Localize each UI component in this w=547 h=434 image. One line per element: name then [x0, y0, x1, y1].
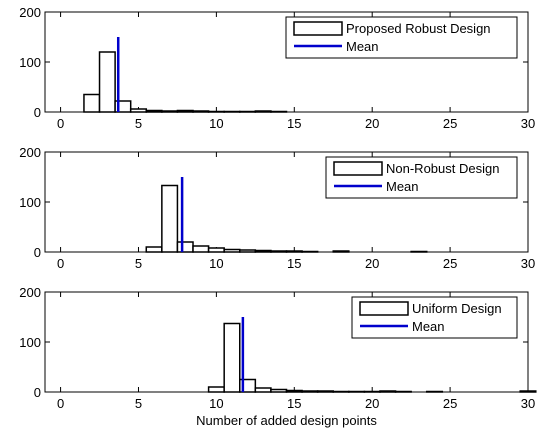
legend-bar-swatch — [333, 161, 383, 176]
x-tick-label: 10 — [209, 396, 223, 411]
x-tick-label: 0 — [57, 256, 64, 271]
legend: Proposed Robust Design Mean — [285, 16, 518, 59]
histogram-bar — [254, 110, 272, 113]
histogram-bar — [270, 250, 288, 253]
x-axis-label: Number of added design points — [196, 413, 377, 428]
histogram-bar — [161, 110, 179, 113]
x-tick-label: 20 — [365, 256, 379, 271]
x-tick-label: 15 — [287, 116, 301, 131]
histogram-bar — [223, 110, 241, 113]
legend-label: Non-Robust Design — [386, 161, 499, 176]
legend-label: Uniform Design — [412, 301, 502, 316]
histogram-bar — [161, 184, 179, 253]
histogram-bar — [239, 110, 257, 113]
histogram-bar — [316, 390, 334, 393]
x-tick-label: 30 — [521, 396, 535, 411]
x-tick-label: 15 — [287, 256, 301, 271]
histogram-bar — [301, 390, 319, 393]
histogram-bar — [425, 390, 444, 393]
histogram-bar — [176, 109, 194, 113]
x-tick-label: 20 — [365, 396, 379, 411]
subplot-3: 0 5 10 15 20 25 30 0 100 200 Uniform Design Mean Num… — [19, 285, 537, 428]
legend-bar-swatch — [293, 21, 343, 36]
x-tick-label: 15 — [287, 396, 301, 411]
histogram-bar — [223, 248, 241, 253]
y-tick-label: 100 — [19, 195, 41, 210]
histogram-bar — [379, 390, 397, 393]
x-tick-label: 25 — [443, 256, 457, 271]
y-tick-label: 200 — [19, 145, 41, 160]
y-tick-label: 200 — [19, 285, 41, 300]
histogram-bar — [129, 108, 148, 113]
histogram-bar — [145, 109, 163, 113]
legend: Non-Robust Design Mean — [325, 156, 518, 199]
y-tick-label: 100 — [19, 335, 41, 350]
histogram-bar — [285, 389, 303, 393]
legend-label: Mean — [412, 319, 445, 334]
x-tick-label: 5 — [135, 256, 142, 271]
histogram-bar — [394, 390, 412, 393]
histogram-bar — [301, 250, 319, 253]
histogram-bar — [285, 250, 303, 253]
histogram-bar — [192, 110, 210, 113]
subplot-1: 0 5 10 15 20 25 30 0 100 200 Proposed Robust Desig… — [19, 5, 535, 131]
y-tick-label: 100 — [19, 55, 41, 70]
legend: Uniform Design Mean — [351, 296, 518, 339]
histogram-bar — [192, 245, 210, 253]
x-tick-label: 30 — [521, 256, 535, 271]
histogram-bar — [270, 388, 288, 393]
histogram-bar — [223, 322, 241, 393]
histogram-bar — [363, 390, 381, 393]
legend-label: Mean — [386, 179, 419, 194]
x-tick-label: 0 — [57, 116, 64, 131]
x-tick-label: 25 — [443, 396, 457, 411]
legend-bar-swatch — [359, 301, 409, 316]
x-tick-label: 0 — [57, 396, 64, 411]
histogram-bar — [270, 110, 288, 113]
y-tick-label: 0 — [34, 245, 41, 260]
histogram-bar — [114, 100, 132, 113]
x-tick-label: 30 — [521, 116, 535, 131]
legend-label: Mean — [346, 39, 379, 54]
histogram-bar — [83, 93, 101, 113]
histogram-bar — [176, 241, 194, 253]
y-tick-label: 200 — [19, 5, 41, 20]
x-tick-label: 10 — [209, 116, 223, 131]
histogram-bar — [207, 386, 225, 393]
y-tick-label: 0 — [34, 105, 41, 120]
histogram-bar — [332, 390, 350, 393]
x-tick-label: 20 — [365, 116, 379, 131]
histogram-bar — [348, 390, 366, 393]
histogram-bar — [145, 246, 163, 253]
x-tick-label: 5 — [135, 396, 142, 411]
x-tick-label: 25 — [443, 116, 457, 131]
histogram-bar — [207, 110, 225, 113]
subplot-2: 0 5 10 15 20 25 30 0 100 200 Non-Robust Design Mean — [19, 145, 535, 271]
histogram-bar — [254, 387, 272, 393]
histogram-bar — [254, 249, 272, 253]
histogram-bar — [207, 247, 225, 253]
legend-label: Proposed Robust Design — [346, 21, 491, 36]
histogram-bar — [332, 250, 350, 253]
y-tick-label: 0 — [34, 385, 41, 400]
histogram-bar — [239, 249, 257, 253]
x-tick-label: 10 — [209, 256, 223, 271]
histogram-bar — [519, 390, 537, 393]
histogram-bar — [410, 250, 428, 253]
x-tick-label: 5 — [135, 116, 142, 131]
histogram-bar — [98, 51, 116, 113]
